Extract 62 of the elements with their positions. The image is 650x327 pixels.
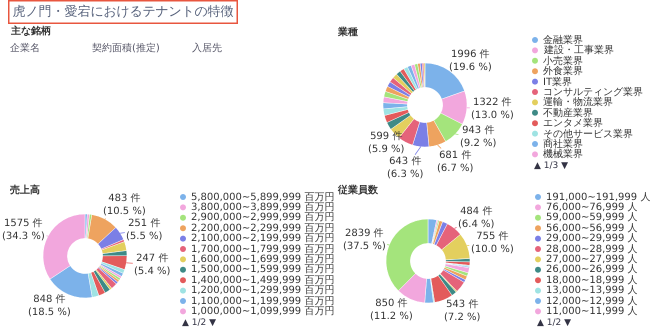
text: 契約面積(推定): [92, 42, 160, 54]
legend-label: 59,000~59,999 人: [546, 212, 638, 223]
legend-label: 1,600,000~1,699,999 百万円: [191, 254, 334, 265]
data-label: 2839 件 (37.5 %): [343, 228, 386, 252]
legend-label: 1,000,000~1,099,999 百万円: [191, 306, 334, 317]
chart-title: 業種: [337, 26, 358, 38]
legend-label: 29,000~29,999 人: [546, 233, 638, 244]
text: 企業名: [10, 42, 40, 54]
text: 虎ノ門・愛宕におけるテナントの特徴: [12, 4, 234, 20]
text: 主な銘柄: [10, 25, 51, 37]
legend-label: 1,100,000~1,199,999 百万円: [191, 296, 334, 307]
legend-label: 11,000~11,999 人: [546, 306, 638, 317]
legend-label: 3,800,000~3,899,999 百万円: [191, 202, 334, 213]
legend-label: エンタメ業界: [543, 117, 603, 129]
legend-label: 26,000~26,999 人: [546, 264, 638, 275]
chart-title: 売上高: [10, 184, 40, 196]
legend-label: 13,000~13,999 人: [546, 285, 638, 296]
data-label: 681 件 (6.7 %): [437, 150, 474, 174]
legend-label: 5,800,000~5,899,999 百万円: [191, 192, 334, 203]
legend-label: 76,000~76,999 人: [546, 202, 638, 213]
data-label: 848 件 (18.5 %): [28, 294, 71, 318]
data-label: 1996 件 (19.6 %): [449, 49, 492, 73]
text: ▲ 1/3 ▼: [534, 161, 568, 171]
legend-label: 2,200,000~2,299,999 百万円: [191, 223, 334, 234]
data-label: 247 件 (5.4 %): [134, 253, 170, 277]
data-label: 643 件 (6.3 %): [387, 156, 424, 180]
legend-label: 28,000~28,999 人: [546, 244, 638, 255]
legend-label: 1,400,000~1,499,999 百万円: [191, 275, 334, 286]
legend-label: 小売業界: [543, 55, 583, 67]
legend-label: 金融業界: [543, 34, 583, 46]
legend-label: 1,200,000~1,299,999 百万円: [191, 285, 334, 296]
legend-label: 56,000~56,999 人: [546, 223, 638, 234]
legend-label: 12,000~12,999 人: [546, 296, 638, 307]
data-label: 1575 件 (34.3 %): [2, 218, 45, 242]
legend-label: 2,100,000~2,199,999 百万円: [191, 233, 334, 244]
data-label: 755 件 (10.0 %): [471, 231, 514, 255]
legend-label: その他サービス業界: [543, 128, 633, 140]
legend-label: 18,000~18,999 人: [546, 275, 638, 286]
text: ▲ 1/2 ▼: [537, 318, 572, 327]
data-label: 483 件 (10.5 %): [103, 193, 146, 217]
data-label: 484 件 (6.4 %): [458, 206, 494, 230]
legend-label: 建設・工事業界: [543, 44, 614, 56]
data-label: 1322 件 (13.0 %): [471, 97, 514, 121]
legend-label: 191,000~191,999 人: [546, 192, 650, 203]
data-label: 251 件 (5.5 %): [126, 218, 162, 242]
legend-label: 2,900,000~2,999,999 百万円: [191, 212, 334, 223]
chart-title: 従業員数: [337, 184, 379, 196]
legend-label: 1,700,000~1,799,999 百万円: [191, 244, 334, 255]
legend-label: 運輸・物流業界: [543, 96, 613, 108]
legend-label: 商社業界: [543, 138, 583, 150]
legend-label: 1,500,000~1,599,999 百万円: [191, 264, 334, 275]
legend-label: 不動産業界: [543, 107, 593, 119]
data-label: 543 件 (7.2 %): [444, 299, 480, 323]
legend-label: 外食業界: [543, 65, 583, 77]
text: ▲ 1/2 ▼: [182, 318, 216, 327]
text: 入居先: [192, 42, 222, 54]
data-label: 850 件 (11.2 %): [370, 298, 413, 322]
legend-label: IT業界: [543, 76, 572, 88]
legend-label: 機械業界: [543, 148, 583, 160]
legend-label: 27,000~27,999 人: [546, 254, 638, 265]
data-label: 943 件 (9.2 %): [460, 125, 496, 149]
legend-label: コンサルティング業界: [543, 86, 643, 98]
